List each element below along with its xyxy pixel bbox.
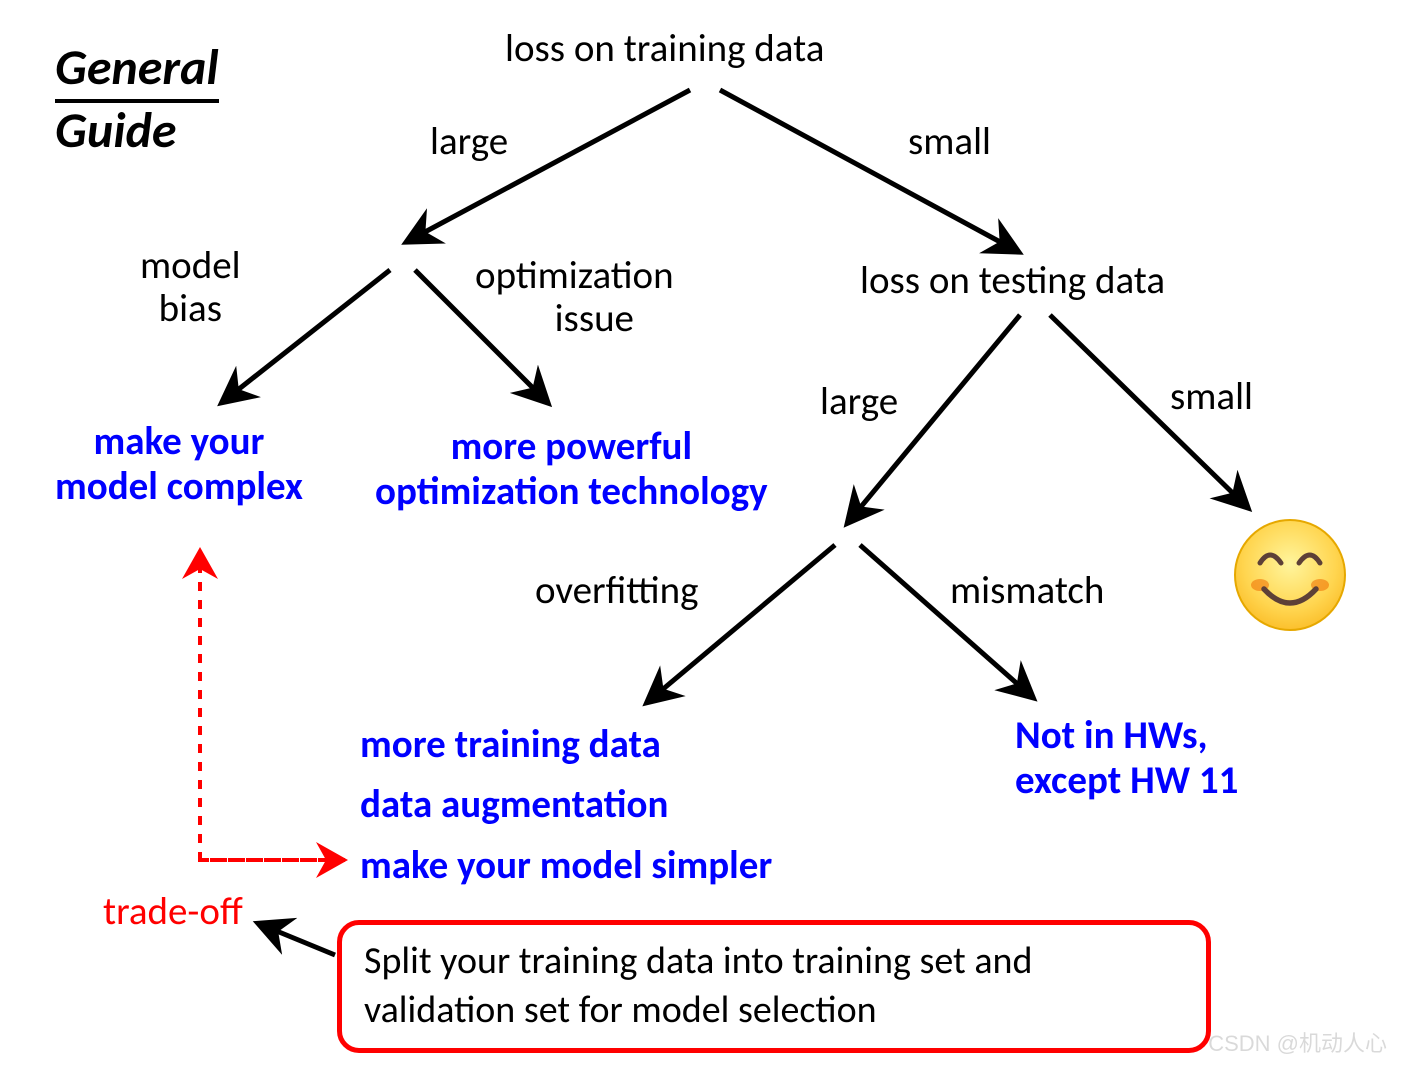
edge-label-large-2: large — [820, 378, 898, 425]
edge-root-large — [410, 90, 690, 240]
label-tradeoff: trade-off — [103, 888, 243, 935]
action-mismatch-l1: Not in HWs, — [1015, 712, 1208, 759]
edge-root-small — [720, 90, 1015, 250]
callout-text: Split your training data into training s… — [364, 938, 1033, 1033]
action-complex-l2: model complex — [55, 463, 303, 510]
edge-model-bias — [225, 270, 390, 400]
edge-callout-to-tradeoff — [262, 925, 335, 955]
action-overfit-l1: more training data — [360, 721, 661, 768]
action-opt-tech: more powerful optimization technology — [375, 425, 768, 515]
action-model-complex: make your model complex — [55, 420, 303, 510]
label-mismatch: mismatch — [950, 570, 1104, 613]
watermark: CSDN @机动人心 — [1208, 1026, 1387, 1058]
edge-label-small-2: small — [1170, 373, 1253, 420]
edge-label-small-1: small — [908, 118, 991, 165]
action-overfit-l2: data augmentation — [360, 781, 668, 828]
node-testing: loss on testing data — [860, 260, 1165, 303]
label-model-bias: model bias — [140, 245, 241, 331]
label-overfitting: overfitting — [535, 570, 699, 613]
opt-issue-l2: issue — [555, 295, 634, 342]
model-bias-l2: bias — [159, 285, 222, 332]
title-line1: General — [55, 40, 219, 103]
action-mismatch: Not in HWs, except HW 11 — [1015, 714, 1238, 804]
title-line2: Guide — [55, 100, 176, 161]
model-bias-l1: model — [140, 242, 241, 289]
action-overfit-l3: make your model simpler — [360, 842, 772, 889]
label-opt-issue: optimization issue — [475, 255, 674, 341]
edge-tradeoff-up — [200, 555, 345, 860]
diagram-title: General Guide — [55, 40, 219, 158]
smile-icon — [1235, 520, 1345, 630]
node-root: loss on training data — [505, 28, 824, 71]
action-opt-l1: more powerful — [451, 423, 692, 470]
action-mismatch-l2: except HW 11 — [1015, 757, 1238, 804]
action-complex-l1: make your — [94, 418, 265, 465]
action-overfit: more training data data augmentation mak… — [360, 715, 772, 896]
callout-box: Split your training data into training s… — [337, 920, 1211, 1053]
edge-label-large-1: large — [430, 118, 508, 165]
opt-issue-l1: optimization — [475, 252, 674, 299]
action-opt-l2: optimization technology — [375, 468, 768, 515]
